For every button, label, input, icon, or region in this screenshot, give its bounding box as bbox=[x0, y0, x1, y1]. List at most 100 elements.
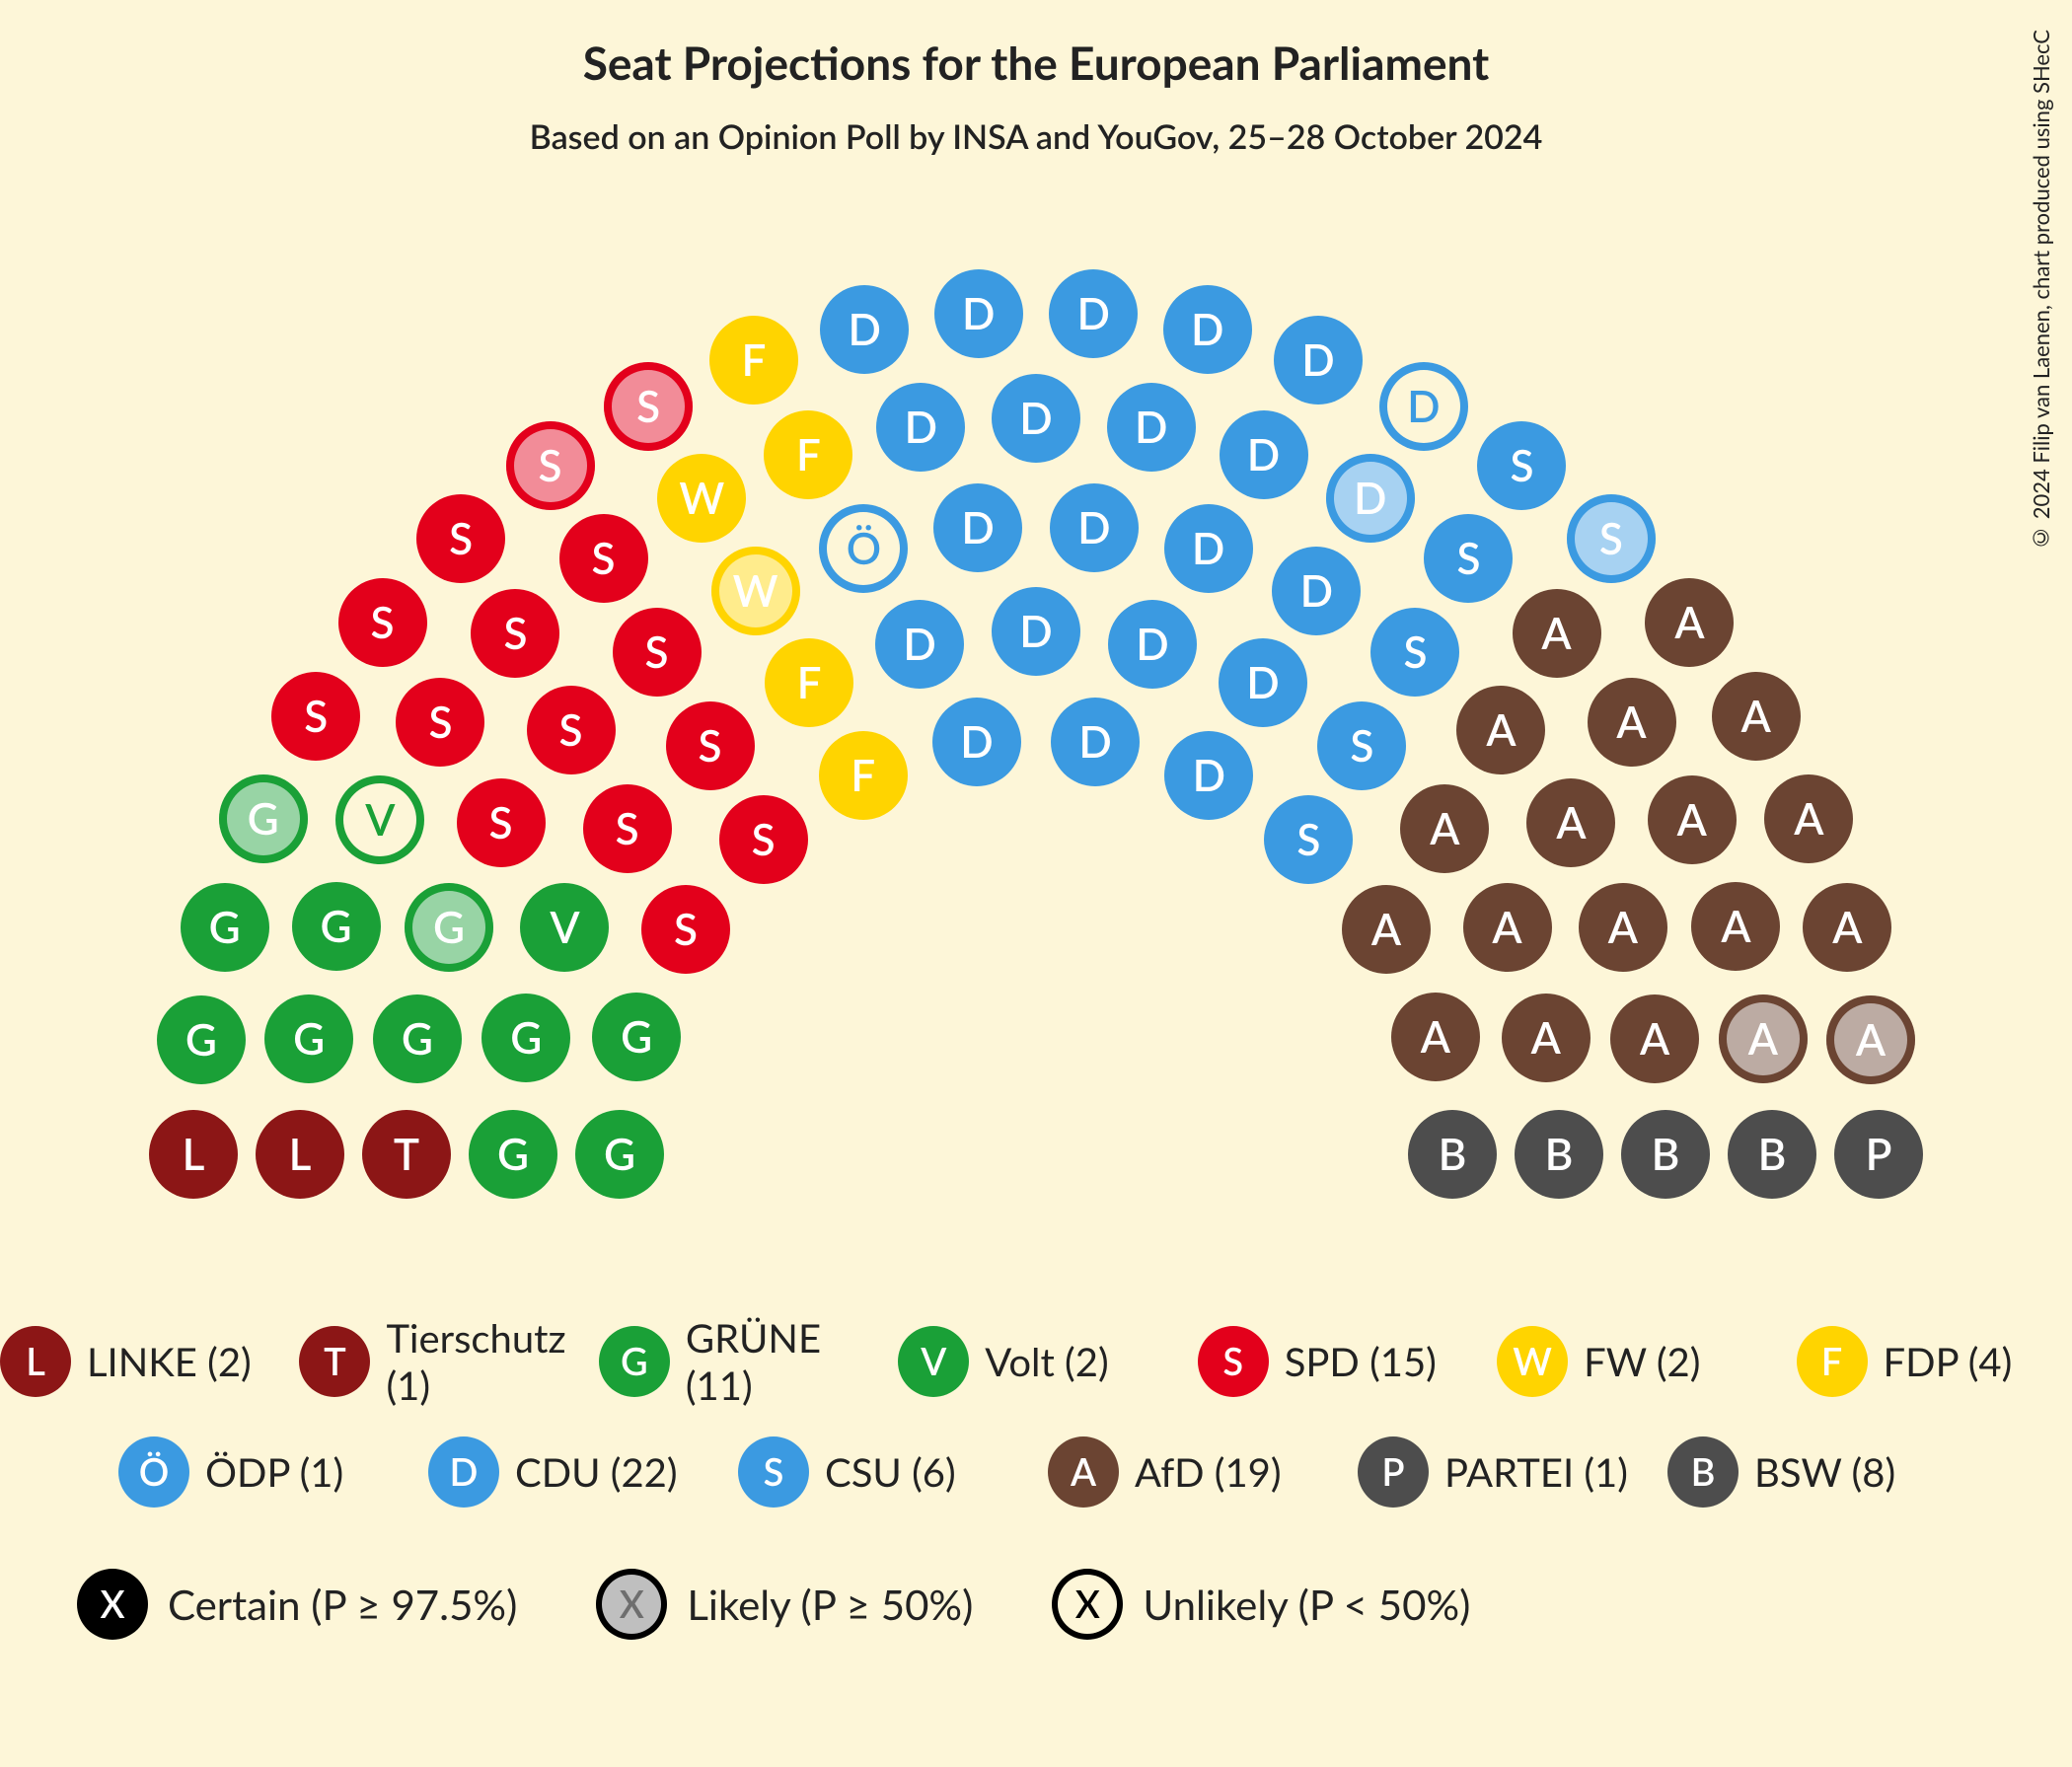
legend-item: GGRÜNE (11) bbox=[599, 1314, 874, 1409]
seat-circle: D bbox=[876, 383, 965, 472]
seat-circle: A bbox=[1526, 778, 1615, 867]
seat-circle: S bbox=[604, 362, 693, 451]
seat-circle: A bbox=[1691, 882, 1780, 971]
legend-label: AfD (19) bbox=[1135, 1448, 1282, 1496]
legend-swatch: P bbox=[1358, 1436, 1429, 1508]
seat-circle: A bbox=[1645, 578, 1734, 667]
seat-circle: A bbox=[1513, 589, 1601, 678]
legend-label: FDP (4) bbox=[1884, 1338, 2013, 1385]
legend-item: BBSW (8) bbox=[1667, 1436, 1954, 1508]
legend-label: GRÜNE (11) bbox=[686, 1314, 874, 1409]
seat-circle: D bbox=[932, 698, 1021, 786]
seat-circle: B bbox=[1728, 1110, 1816, 1199]
seat-circle: A bbox=[1719, 994, 1808, 1083]
legend-swatch: W bbox=[1497, 1326, 1568, 1397]
legend-label: ÖDP (1) bbox=[205, 1448, 343, 1496]
legend-label: CSU (6) bbox=[825, 1448, 956, 1496]
seat-circle: P bbox=[1834, 1110, 1923, 1199]
legend-label: Volt (2) bbox=[985, 1338, 1108, 1385]
seat-circle: S bbox=[613, 608, 702, 697]
seat-circle: S bbox=[471, 589, 559, 678]
seat-circle: G bbox=[157, 995, 246, 1084]
seat-circle: D bbox=[820, 285, 909, 374]
seat-circle: D bbox=[1219, 638, 1307, 727]
legend-label: CDU (22) bbox=[515, 1448, 678, 1496]
seat-circle: G bbox=[481, 994, 570, 1082]
legend-swatch: L bbox=[0, 1326, 71, 1397]
seat-circle: A bbox=[1400, 784, 1489, 873]
probability-item: XLikely (P ≥ 50%) bbox=[596, 1569, 973, 1640]
seat-circle: S bbox=[1317, 701, 1406, 790]
seat-circle: F bbox=[709, 316, 798, 405]
seat-circle: D bbox=[1220, 410, 1308, 499]
legend-row: ÖÖDP (1)DCDU (22)SCSU (6)AAfD (19)PPARTE… bbox=[0, 1436, 2072, 1508]
seat-circle: G bbox=[469, 1110, 557, 1199]
legend-item: W FW (2) bbox=[1497, 1326, 1772, 1397]
legend-item: A AfD (19) bbox=[1048, 1436, 1334, 1508]
legend-item: D CDU (22) bbox=[428, 1436, 714, 1508]
seat-circle: X bbox=[77, 1569, 148, 1640]
seat-circle: S bbox=[396, 678, 484, 767]
chart-subtitle: Based on an Opinion Poll by INSA and You… bbox=[0, 116, 2072, 157]
seat-circle: S bbox=[506, 421, 595, 510]
seat-circle: V bbox=[520, 883, 609, 972]
probability-label: Likely (P ≥ 50%) bbox=[687, 1580, 973, 1629]
legend-swatch: S bbox=[1198, 1326, 1269, 1397]
legend-swatch: A bbox=[1048, 1436, 1119, 1508]
seat-circle: G bbox=[181, 883, 269, 972]
legend-swatch: T bbox=[299, 1326, 370, 1397]
seat-circle: S bbox=[641, 885, 730, 974]
seat-circle: D bbox=[992, 374, 1080, 463]
seat-circle: G bbox=[575, 1110, 664, 1199]
seat-circle: A bbox=[1610, 994, 1699, 1083]
seat-circle: D bbox=[1379, 362, 1468, 451]
seat-circle: A bbox=[1456, 686, 1545, 774]
seat-circle: F bbox=[819, 731, 908, 820]
seat-circle: F bbox=[765, 638, 853, 727]
seat-circle: G bbox=[373, 994, 462, 1083]
seat-circle: D bbox=[1051, 698, 1140, 786]
seat-circle: A bbox=[1588, 678, 1676, 767]
seat-circle: D bbox=[1164, 504, 1253, 593]
seat-circle: G bbox=[292, 882, 381, 971]
seat-circle: D bbox=[934, 269, 1023, 358]
legend-label: Tierschutz (1) bbox=[386, 1314, 574, 1409]
seat-circle: A bbox=[1391, 993, 1480, 1081]
seat-circle: D bbox=[1049, 269, 1138, 358]
legend-item: S CSU (6) bbox=[738, 1436, 1024, 1508]
seat-circle: S bbox=[1477, 421, 1566, 510]
legend-label: SPD (15) bbox=[1285, 1338, 1437, 1385]
seat-circle: S bbox=[416, 494, 505, 583]
seat-circle: D bbox=[933, 483, 1022, 572]
seat-circle: S bbox=[457, 778, 546, 867]
probability-item: XUnlikely (P < 50%) bbox=[1052, 1569, 1470, 1640]
seat-circle: S bbox=[1370, 608, 1459, 697]
legend-item: VVolt (2) bbox=[898, 1326, 1173, 1397]
legend-swatch: S bbox=[738, 1436, 809, 1508]
seat-circle: B bbox=[1515, 1110, 1603, 1199]
seat-circle: A bbox=[1463, 883, 1552, 972]
seat-circle: D bbox=[1326, 454, 1415, 543]
seat-circle: A bbox=[1502, 994, 1591, 1082]
seat-circle: S bbox=[559, 514, 648, 603]
chart-title: Seat Projections for the European Parlia… bbox=[0, 36, 2072, 90]
seat-circle: G bbox=[405, 883, 493, 972]
probability-label: Certain (P ≥ 97.5%) bbox=[168, 1580, 517, 1629]
legend-row: L LINKE (2) TTierschutz (1) GGRÜNE (11) VVol… bbox=[0, 1314, 2072, 1409]
legend-label: LINKE (2) bbox=[87, 1338, 252, 1385]
seat-circle: S bbox=[338, 578, 427, 667]
legend-item: ÖÖDP (1) bbox=[118, 1436, 405, 1508]
seat-circle: A bbox=[1803, 883, 1891, 972]
legend-swatch: G bbox=[599, 1326, 670, 1397]
legend-label: FW (2) bbox=[1584, 1338, 1700, 1385]
legend-label: BSW (8) bbox=[1754, 1448, 1895, 1496]
seat-circle: D bbox=[1108, 600, 1197, 689]
seat-circle: A bbox=[1764, 774, 1853, 863]
seat-circle: S bbox=[527, 686, 616, 774]
probability-legend: X Certain (P ≥ 97.5%) XLikely (P ≥ 50%) XUn… bbox=[77, 1569, 1470, 1640]
seat-circle: L bbox=[149, 1110, 238, 1199]
chart-credit: © 2024 Filip van Laenen, chart produced … bbox=[2028, 30, 2054, 552]
seat-circle: S bbox=[1567, 494, 1656, 583]
seat-circle: W bbox=[711, 547, 800, 635]
legend-swatch: D bbox=[428, 1436, 499, 1508]
